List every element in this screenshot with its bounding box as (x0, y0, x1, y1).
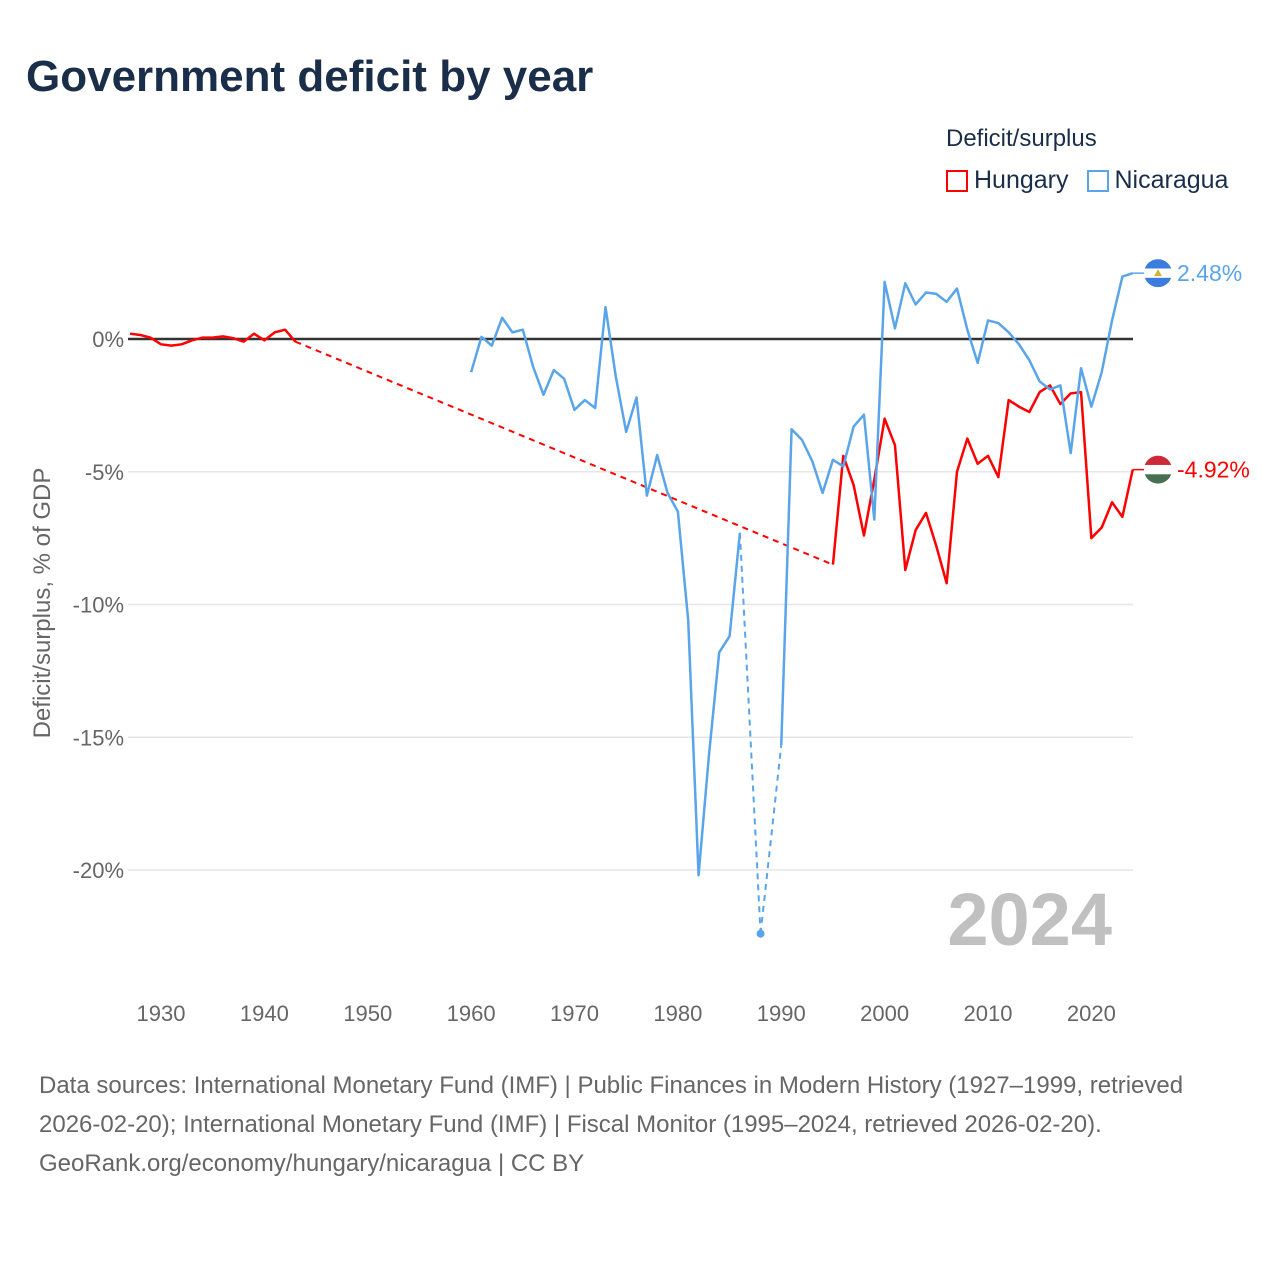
nicaragua-flag-icon (1144, 259, 1172, 288)
gap-connector-nicaragua (759, 745, 783, 934)
y-tick-label: -15% (73, 725, 124, 750)
series-line-nicaragua (780, 271, 1134, 746)
footer: Data sources: International Monetary Fun… (39, 1066, 1239, 1183)
x-tick-label: 2010 (964, 1001, 1013, 1026)
series-nicaragua: 2.48% (469, 259, 1242, 938)
x-tick-label: 1950 (343, 1001, 392, 1026)
chart-title: Government deficit by year (26, 52, 594, 101)
gap-connector-nicaragua (738, 532, 762, 934)
series-line-hungary (129, 328, 297, 347)
year-watermark: 2024 (947, 878, 1112, 961)
x-tick-label: 1940 (240, 1001, 289, 1026)
legend: Hungary Nicaragua (946, 166, 1228, 195)
y-axis-label: Deficit/surplus, % of GDP (29, 468, 56, 739)
x-tick-label: 1980 (653, 1001, 702, 1026)
x-tick-label: 1960 (447, 1001, 496, 1026)
credit-link[interactable]: GeoRank.org/economy/hungary/nicaragua | … (39, 1150, 585, 1177)
x-tick-label: 1970 (550, 1001, 599, 1026)
legend-swatch-hungary (946, 169, 968, 192)
y-tick-label: 0% (92, 327, 124, 352)
gridlines: 0% -5% -10% -15% -20% 1930 1940 1950 1960 1970 198… (73, 327, 1133, 1026)
series-line-hungary (831, 384, 1134, 585)
gap-connector-hungary (295, 340, 834, 566)
x-tick-label: 1990 (757, 1001, 806, 1026)
series-hungary: -4.92% (129, 328, 1250, 585)
flag-stripe (1144, 259, 1172, 269)
x-tick-label: 2020 (1067, 1001, 1116, 1026)
data-sources: Data sources: International Monetary Fun… (39, 1072, 1184, 1138)
legend-swatch-nicaragua (1086, 169, 1109, 192)
legend-item-hungary[interactable]: Hungary (946, 166, 1069, 195)
x-tick-label: 1930 (137, 1001, 186, 1026)
y-tick-label: -20% (73, 858, 124, 883)
end-value-label-hungary: -4.92% (1177, 457, 1250, 483)
x-tick-label: 2000 (860, 1001, 909, 1026)
legend-label-nicaragua: Nicaragua (1114, 166, 1229, 194)
flag-stripe (1144, 455, 1172, 466)
legend-item-nicaragua[interactable]: Nicaragua (1086, 166, 1229, 195)
flag-emblem (1154, 269, 1162, 277)
end-value-label-nicaragua: 2.48% (1177, 260, 1242, 286)
flag-stripe (1144, 464, 1172, 475)
y-tick-label: -10% (73, 593, 124, 618)
y-tick-label: -5% (85, 460, 124, 485)
flag-stripe (1144, 474, 1172, 484)
series-line-nicaragua (469, 305, 742, 877)
hungary-flag-icon (1144, 455, 1172, 484)
flag-stripe (1144, 277, 1172, 288)
legend-label-hungary: Hungary (974, 166, 1069, 194)
legend-title: Deficit/surplus (946, 125, 1097, 152)
